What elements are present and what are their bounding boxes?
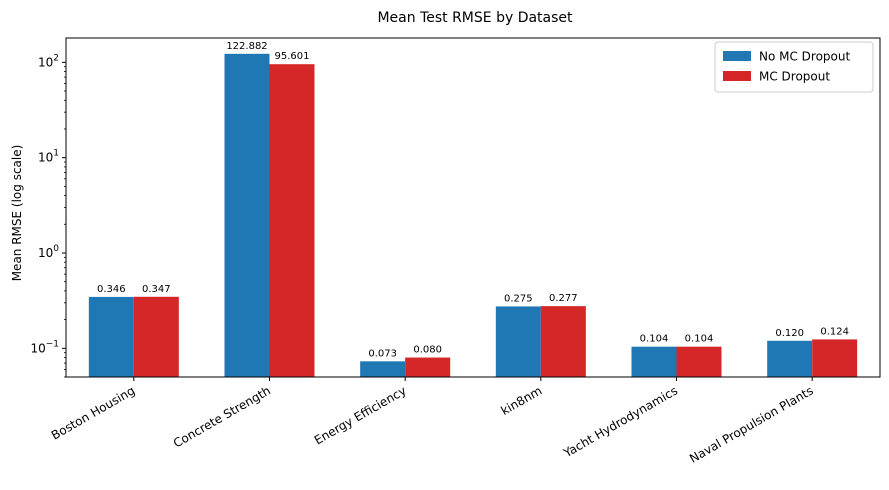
data-label: 0.073 [368,348,397,359]
chart-title: Mean Test RMSE by Dataset [377,10,573,26]
x-tick-label: Concrete Strength [171,383,273,450]
x-axis-ticks: Boston Housing Concrete Strength Energy Ef… [49,377,816,466]
data-label: 0.346 [97,284,126,295]
legend-entry: MC Dropout [759,70,830,84]
legend-swatch [723,51,751,61]
x-tick-label: Boston Housing [49,383,137,442]
bar-no-mc-dropout-5 [767,340,813,377]
bar-no-mc-dropout-1 [224,53,270,378]
y-tick-label: 101 [38,149,59,165]
legend-entry: No MC Dropout [759,50,850,64]
x-tick-label: Naval Propulsion Plants [687,383,816,465]
legend-swatch [723,71,751,81]
x-tick-label: Yacht Hydrodynamics [560,383,680,460]
data-label: 0.277 [549,293,578,304]
plot-frame [65,37,881,378]
y-tick-label: 100 [38,244,59,260]
bar-no-mc-dropout-4 [631,346,677,377]
legend: No MC Dropout MC Dropout [714,41,874,93]
bars-group [88,53,858,378]
y-tick-label: 102 [38,53,59,69]
data-labels-group: 0.346 122.882 0.073 0.275 0.104 0.120 0.347 95.… [97,41,849,360]
data-label: 0.120 [775,328,804,339]
bar-mc-dropout-0 [133,296,179,377]
data-label: 122.882 [226,41,267,52]
data-label: 0.275 [504,293,533,304]
data-label: 0.347 [142,284,171,295]
bar-mc-dropout-2 [405,357,451,377]
bar-mc-dropout-4 [676,346,722,377]
bar-no-mc-dropout-3 [495,306,541,377]
data-label: 0.104 [640,334,669,345]
data-label: 95.601 [275,51,310,62]
data-label: 0.124 [820,326,849,337]
bar-mc-dropout-3 [540,306,586,377]
y-axis-label: Mean RMSE (log scale) [10,145,24,282]
data-label: 0.080 [413,345,442,356]
bar-mc-dropout-1 [269,64,315,377]
y-tick-label: 10−1 [30,339,59,355]
x-tick-label: kin8nm [499,383,545,418]
y-axis-ticks: 10−1 100 101 102 [30,53,66,378]
bar-no-mc-dropout-0 [88,296,134,377]
data-label: 0.104 [685,334,714,345]
bar-no-mc-dropout-2 [360,361,406,377]
legend-box [714,41,874,93]
bar-mc-dropout-5 [812,339,858,377]
x-tick-label: Energy Efficiency [312,383,409,447]
